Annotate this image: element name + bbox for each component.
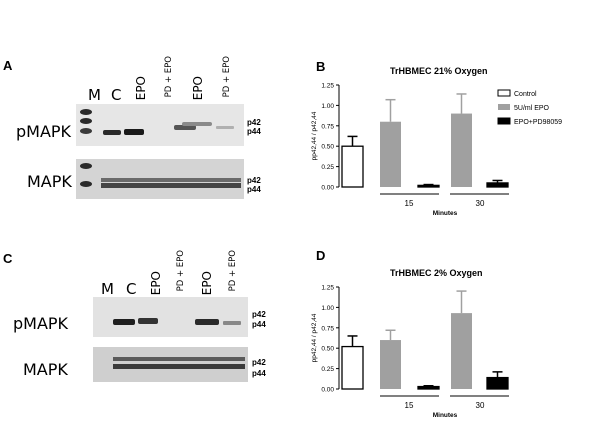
y-axis-label: pp42,44 / p42,44 <box>311 313 318 362</box>
y-tick-label: 1.25 <box>321 83 334 90</box>
bar <box>451 113 472 187</box>
legend-label: EPO+PD98059 <box>514 119 562 126</box>
p44-label: p44 <box>247 127 261 136</box>
lane-label-pd-epo: PD + EPO <box>164 56 174 98</box>
bar <box>380 121 401 187</box>
blot-band <box>138 318 158 324</box>
row-label-mapk: MAPK <box>23 360 68 379</box>
blot-band <box>101 178 241 182</box>
chart-title: TrHBMEC 21% Oxygen <box>390 66 488 76</box>
chart-d: TrHBMEC 2% Oxygen 0.00 0.25 0.50 0.75 1.00 1.2… <box>311 268 509 419</box>
x-axis-label: Minutes <box>433 210 458 217</box>
marker-band <box>80 118 92 124</box>
blot-band <box>113 357 245 361</box>
y-tick-label: 0.50 <box>321 144 334 151</box>
panel-letter-c: C <box>3 251 13 266</box>
y-tick-label: 0.25 <box>321 164 334 171</box>
chart-title: TrHBMEC 2% Oxygen <box>390 268 483 278</box>
bar <box>417 385 440 390</box>
panel-letter-a: A <box>3 58 13 73</box>
y-tick-label: 1.25 <box>321 285 334 292</box>
p44-label: p44 <box>252 369 266 378</box>
y-tick-label: 1.00 <box>321 103 334 110</box>
p42-label: p42 <box>252 358 266 367</box>
p42-label: p42 <box>247 176 261 185</box>
lane-label-epo: EPO <box>200 271 214 296</box>
group-label: 30 <box>476 401 485 410</box>
blot-band <box>195 319 219 325</box>
blot-band <box>182 122 212 126</box>
x-axis-label: Minutes <box>433 412 458 419</box>
lane-label-pd-epo: PD + EPO <box>176 250 186 292</box>
p44-label: p44 <box>247 185 261 194</box>
group-label: 15 <box>405 401 414 410</box>
marker-band <box>80 181 92 187</box>
blot-a <box>76 104 244 199</box>
marker-band <box>80 163 92 169</box>
lane-label-c: C <box>111 86 122 104</box>
legend-swatch <box>497 89 511 97</box>
bar <box>380 340 401 389</box>
bar <box>486 182 509 188</box>
y-tick-label: 0.75 <box>321 325 334 332</box>
y-tick-label: 0.50 <box>321 346 334 353</box>
lane-label-c: C <box>126 280 137 298</box>
row-label-pmapk: pMAPK <box>16 122 72 141</box>
y-tick-label: 1.00 <box>321 305 334 312</box>
bar <box>417 184 440 188</box>
bar <box>486 376 509 390</box>
legend-label: 5U/ml EPO <box>514 105 550 112</box>
lane-label-epo: EPO <box>134 76 148 101</box>
lane-label-m: M <box>101 280 114 298</box>
lane-label-m: M <box>88 86 101 104</box>
y-tick-label: 0.25 <box>321 366 334 373</box>
legend-swatch <box>498 104 510 110</box>
lane-label-epo: EPO <box>191 76 205 101</box>
marker-band <box>80 109 92 115</box>
blot-band <box>113 364 245 369</box>
blot-band <box>101 183 241 188</box>
chart-b: TrHBMEC 21% Oxygen 0.00 0.25 0.50 0.75 1.00 1.… <box>311 66 562 217</box>
row-label-pmapk: pMAPK <box>13 314 69 333</box>
bar <box>451 313 472 389</box>
blot-band <box>174 125 196 130</box>
blot-c <box>93 297 248 382</box>
blot-strip-pmapk <box>76 104 244 146</box>
y-tick-label: 0.00 <box>321 387 334 394</box>
p42-label: p42 <box>252 310 266 319</box>
p42-label: p42 <box>247 118 261 127</box>
blot-band <box>124 129 144 135</box>
blot-band <box>216 126 234 129</box>
legend-swatch <box>497 117 511 125</box>
lane-label-pd-epo: PD + EPO <box>228 250 238 292</box>
y-tick-label: 0.75 <box>321 123 334 130</box>
y-axis-label: pp42,44 / p42,44 <box>311 111 318 160</box>
bar <box>341 345 364 390</box>
y-tick-label: 0.00 <box>321 185 334 192</box>
row-label-mapk: MAPK <box>27 172 72 191</box>
legend-label: Control <box>514 91 537 98</box>
panel-letter-d: D <box>316 248 326 263</box>
panel-letter-b: B <box>316 59 326 74</box>
bar <box>341 145 364 188</box>
marker-band <box>80 128 92 134</box>
p44-label: p44 <box>252 320 266 329</box>
group-label: 30 <box>476 199 485 208</box>
blot-band <box>103 130 121 135</box>
blot-strip-pmapk <box>93 297 248 337</box>
blot-band <box>223 321 241 325</box>
blot-band <box>113 319 135 325</box>
group-label: 15 <box>405 199 414 208</box>
lane-label-pd-epo: PD + EPO <box>222 56 232 98</box>
lane-label-epo: EPO <box>149 271 163 296</box>
